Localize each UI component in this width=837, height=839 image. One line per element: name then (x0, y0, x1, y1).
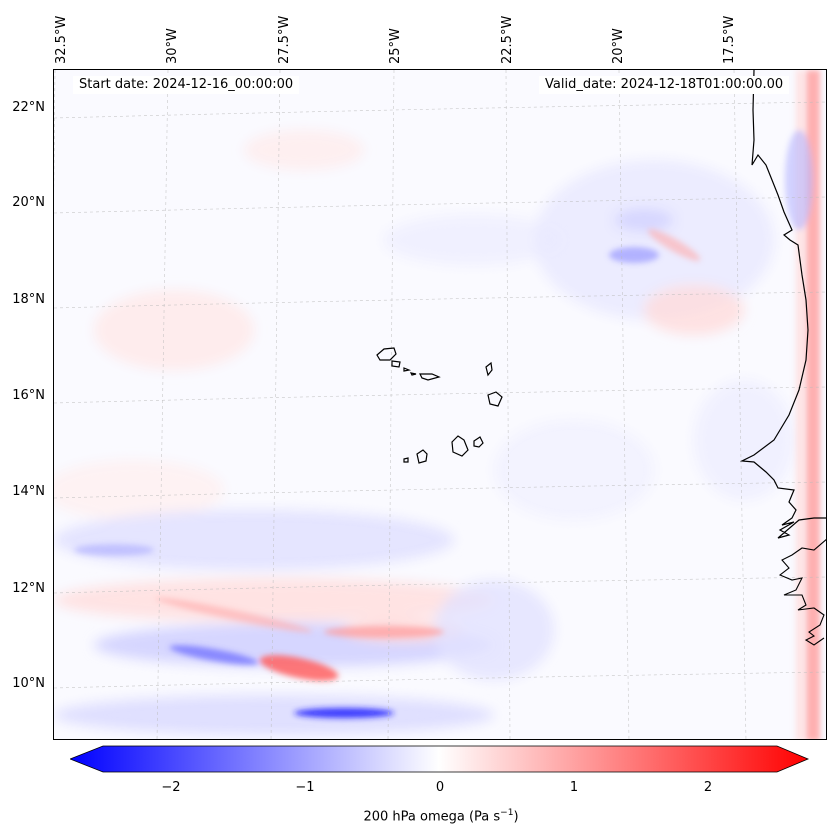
colorbar-tick-neg1: −1 (295, 780, 315, 795)
lon-label-30w: 30°W (165, 28, 180, 64)
lon-label-27-5w: 27.5°W (277, 15, 292, 64)
omega-field-shading (54, 130, 794, 735)
africa-coastline-south (778, 538, 826, 646)
lon-label-25w: 25°W (388, 28, 403, 64)
start-date-label: Start date: 2024-12-16_00:00:00 (73, 76, 300, 94)
lat-label-22n: 22°N (12, 100, 45, 115)
lon-label-22-5w: 22.5°W (500, 15, 515, 64)
graticule (54, 70, 826, 739)
valid-date-label: Valid_date: 2024-12-18T01:00:00.00 (539, 76, 790, 94)
africa-coastline (739, 70, 826, 539)
colorbar-label-main: 200 hPa omega (Pa s (363, 809, 501, 825)
lat-label-12n: 12°N (12, 581, 45, 596)
lat-label-10n: 10°N (12, 676, 45, 691)
colorbar-tick-2: 2 (703, 780, 713, 795)
colorbar (70, 745, 810, 773)
lon-label-20w: 20°W (611, 28, 626, 64)
lat-label-18n: 18°N (12, 292, 45, 307)
cape-verde-islands (376, 347, 503, 464)
lon-label-17-5w: 17.5°W (722, 15, 737, 64)
colorbar-tick-neg2: −2 (161, 780, 181, 795)
colorbar-label: 200 hPa omega (Pa s−1) (363, 808, 518, 824)
colorbar-label-exponent: −1 (500, 808, 514, 818)
lat-label-16n: 16°N (12, 388, 45, 403)
colorbar-tick-0: 0 (435, 780, 445, 795)
colorbar-tick-1: 1 (569, 780, 579, 795)
lon-label-32-5w: 32.5°W (54, 15, 69, 64)
map-panel (53, 69, 827, 740)
omega-field-map (54, 70, 826, 739)
omega-field-extremes (74, 70, 820, 739)
lat-label-20n: 20°N (12, 195, 45, 210)
lat-label-14n: 14°N (12, 484, 45, 499)
colorbar-label-close: ) (513, 809, 519, 825)
